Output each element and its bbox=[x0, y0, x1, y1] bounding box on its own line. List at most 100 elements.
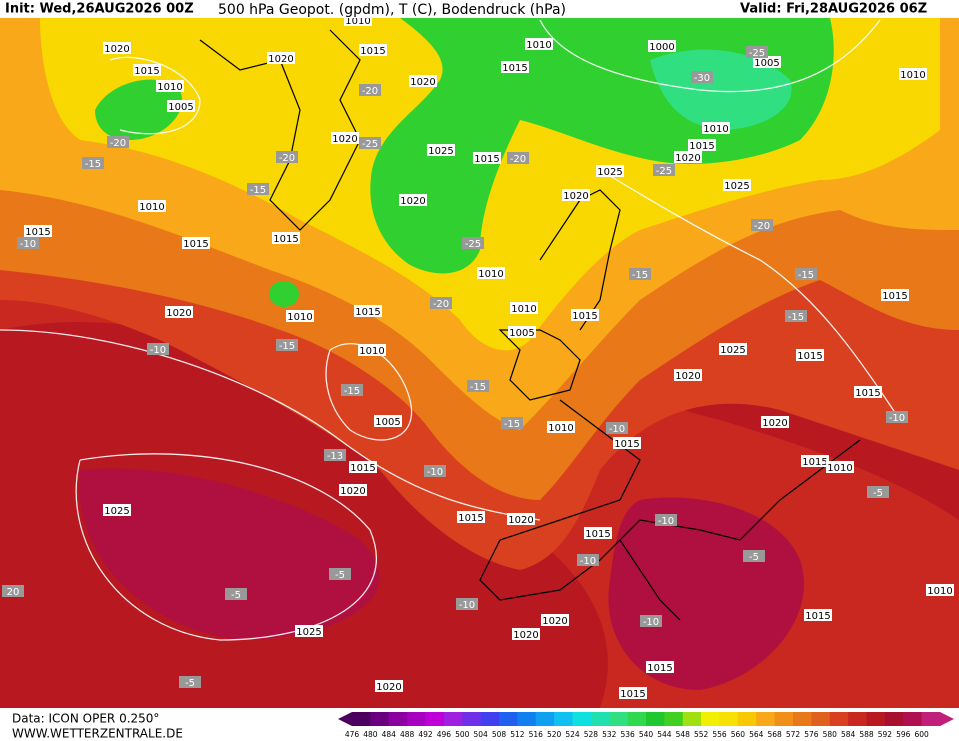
pressure-label: 1010 bbox=[548, 423, 573, 434]
colorbar-swatch bbox=[352, 712, 371, 726]
pressure-label-box bbox=[477, 267, 505, 279]
pressure-label-box bbox=[182, 237, 210, 249]
colorbar-swatch bbox=[811, 712, 831, 726]
pressure-label-box bbox=[688, 139, 716, 151]
temperature-label-box bbox=[501, 417, 523, 429]
temperature-label: -5 bbox=[873, 488, 883, 499]
pressure-label-box bbox=[613, 437, 641, 449]
pressure-label-box bbox=[473, 152, 501, 164]
pressure-label-box bbox=[596, 165, 624, 177]
temperature-label-box bbox=[795, 268, 817, 280]
temperature-label: -5 bbox=[335, 570, 345, 581]
colorbar-label: 536 bbox=[620, 730, 635, 739]
temperature-label-box bbox=[329, 568, 351, 580]
colorbar-swatch bbox=[535, 712, 555, 726]
pressure-label-box bbox=[427, 144, 455, 156]
colorbar-label: 580 bbox=[823, 730, 838, 739]
pressure-label-box bbox=[562, 189, 590, 201]
pressure-label-box bbox=[165, 306, 193, 318]
temperature-label-box bbox=[225, 588, 247, 600]
colorbar-arrow bbox=[338, 712, 352, 726]
temperature-label: -10 bbox=[658, 516, 674, 527]
pressure-label: 1020 bbox=[563, 191, 588, 202]
colorbar-swatch bbox=[737, 712, 757, 726]
temperature-label-box bbox=[276, 151, 298, 163]
temperature-label: -20 bbox=[510, 154, 526, 165]
pressure-label-box bbox=[801, 455, 829, 467]
colorbar-label: 532 bbox=[602, 730, 617, 739]
temperature-label-box bbox=[629, 268, 651, 280]
temperature-label-box bbox=[655, 514, 677, 526]
colorbar-label: 572 bbox=[786, 730, 801, 739]
temperature-label-box bbox=[743, 550, 765, 562]
pressure-label: 1010 bbox=[157, 82, 182, 93]
field-band bbox=[79, 468, 380, 640]
temperature-label-box bbox=[691, 71, 713, 83]
pressure-label: 1015 bbox=[855, 388, 880, 399]
temperature-label: -25 bbox=[656, 166, 672, 177]
colorbar-label: 508 bbox=[492, 730, 507, 739]
temperature-label: -15 bbox=[85, 159, 101, 170]
temperature-label-box bbox=[456, 598, 478, 610]
pressure-label: 1015 bbox=[620, 689, 645, 700]
temperature-label: -15 bbox=[632, 270, 648, 281]
temperature-label: -25 bbox=[749, 48, 765, 59]
pressure-label-box bbox=[167, 100, 195, 112]
pressure-label: 1015 bbox=[355, 307, 380, 318]
colorbar-swatch bbox=[793, 712, 812, 726]
pressure-label: 1020 bbox=[268, 54, 293, 65]
pressure-label: 1010 bbox=[703, 124, 728, 135]
temperature-label: -25 bbox=[465, 239, 481, 250]
pressure-label-box bbox=[508, 326, 536, 338]
temperature-label-box bbox=[751, 219, 773, 231]
pressure-label-box bbox=[674, 369, 702, 381]
colorbar-label: 500 bbox=[455, 730, 470, 739]
pressure-label: 1020 bbox=[104, 44, 129, 55]
temperature-label-box bbox=[507, 152, 529, 164]
pressure-label-box bbox=[753, 56, 781, 68]
pressure-label-box bbox=[457, 511, 485, 523]
colorbar-swatch bbox=[462, 712, 482, 726]
pressure-label: 1015 bbox=[134, 66, 159, 77]
colorbar-swatch bbox=[774, 712, 794, 726]
colorbar-label: 544 bbox=[657, 730, 672, 739]
temperature-label: -13 bbox=[327, 451, 343, 462]
pressure-label-box bbox=[512, 628, 540, 640]
pressure-label: 1015 bbox=[802, 457, 827, 468]
pressure-label: 1020 bbox=[332, 134, 357, 145]
data-source: Data: ICON OPER 0.250° bbox=[12, 712, 159, 726]
colorbar-label: 484 bbox=[382, 730, 397, 739]
pressure-label-box bbox=[926, 584, 954, 596]
temperature-label-box bbox=[430, 297, 452, 309]
pressure-label-box bbox=[374, 415, 402, 427]
temperature-label-box bbox=[886, 411, 908, 423]
colorbar-label: 504 bbox=[473, 730, 488, 739]
temperature-label: -10 bbox=[889, 413, 905, 424]
pressure-label: 1015 bbox=[474, 154, 499, 165]
colorbar-label: 596 bbox=[896, 730, 911, 739]
temperature-label-box bbox=[577, 554, 599, 566]
colorbar-label: 548 bbox=[676, 730, 691, 739]
pressure-label: 1010 bbox=[526, 40, 551, 51]
pressure-label-box bbox=[547, 421, 575, 433]
temperature-label: -10 bbox=[459, 600, 475, 611]
pressure-label-box bbox=[674, 151, 702, 163]
pressure-label: 1015 bbox=[458, 513, 483, 524]
colorbar-label: 520 bbox=[547, 730, 562, 739]
temperature-label-box bbox=[179, 676, 201, 688]
temperature-label-box bbox=[785, 310, 807, 322]
colorbar-label: 564 bbox=[749, 730, 764, 739]
pressure-label: 1025 bbox=[104, 506, 129, 517]
colorbar-swatch bbox=[388, 712, 408, 726]
pressure-label: 1025 bbox=[597, 167, 622, 178]
temperature-label-box bbox=[640, 615, 662, 627]
temperature-label-box bbox=[17, 237, 39, 249]
pressure-label-box bbox=[761, 416, 789, 428]
colorbar-swatch bbox=[756, 712, 776, 726]
pressure-label: 1015 bbox=[183, 239, 208, 250]
pressure-label: 1025 bbox=[724, 181, 749, 192]
pressure-label: 1015 bbox=[614, 439, 639, 450]
pressure-label: 1015 bbox=[25, 227, 50, 238]
colorbar-swatch bbox=[370, 712, 390, 726]
pressure-label: 1015 bbox=[360, 46, 385, 57]
